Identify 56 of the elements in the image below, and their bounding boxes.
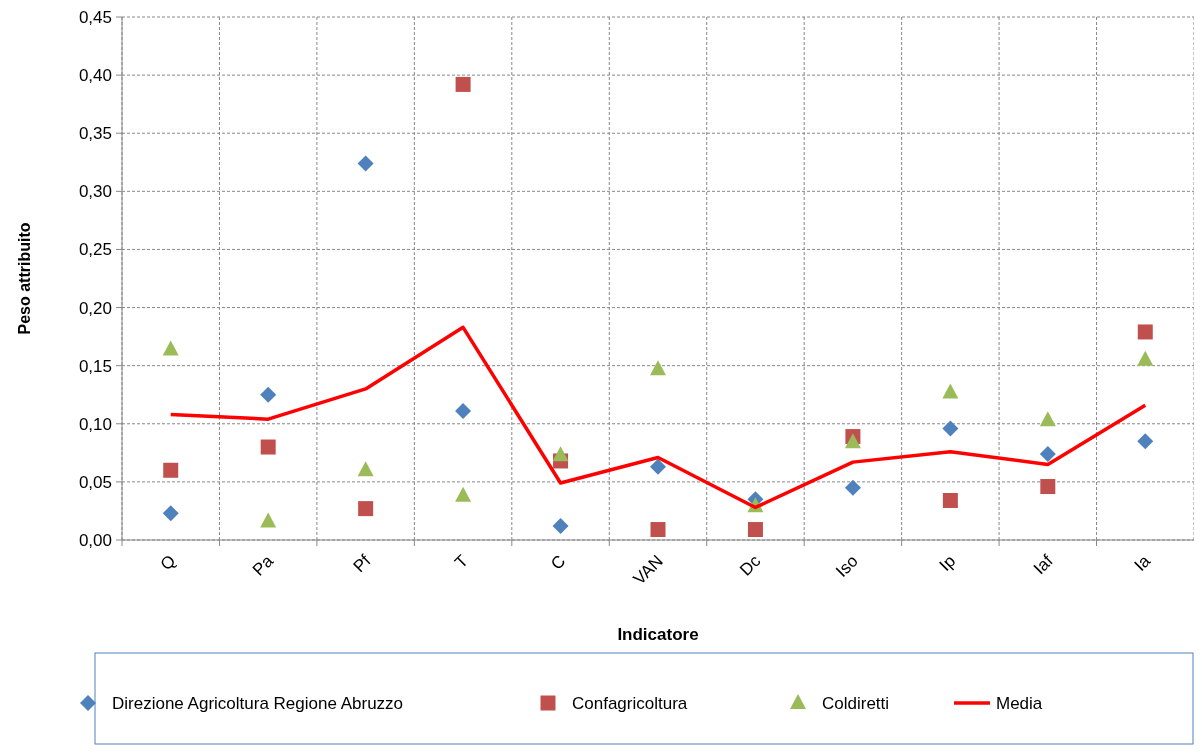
y-tick-label: 0,30 <box>78 182 112 202</box>
point <box>455 402 472 419</box>
point <box>1039 411 1056 427</box>
y-tick-label: 0,35 <box>78 124 112 144</box>
point <box>650 360 666 376</box>
point <box>1137 324 1153 340</box>
point <box>844 479 861 496</box>
point <box>650 458 666 475</box>
legend-label: Direzione Agricoltura Regione Abruzzo <box>112 694 404 713</box>
point <box>747 522 763 538</box>
x-tick-label: VAN <box>629 551 667 589</box>
point <box>942 492 958 508</box>
x-axis-title: Indicatore <box>617 625 699 644</box>
x-tick-label: C <box>547 551 570 574</box>
legend-label: Media <box>996 694 1043 713</box>
x-tick-label: Dc <box>736 551 765 580</box>
x-tick-label: Pa <box>248 551 278 580</box>
point <box>942 383 959 399</box>
point <box>1039 446 1056 462</box>
x-tick-label: Ip <box>935 551 960 575</box>
point <box>942 420 959 437</box>
y-tick-label: 0,00 <box>78 530 112 550</box>
point <box>455 76 471 92</box>
point <box>260 386 277 403</box>
point <box>1137 350 1154 366</box>
point <box>844 433 861 449</box>
point <box>260 512 277 528</box>
x-tick-label: Iaf <box>1029 551 1057 579</box>
point <box>1137 433 1154 450</box>
y-tick-label: 0,10 <box>78 414 112 434</box>
point <box>163 462 179 478</box>
point <box>552 518 569 535</box>
y-tick-label: 0,40 <box>78 66 112 86</box>
y-tick-label: 0,20 <box>78 298 112 318</box>
point <box>1040 479 1056 495</box>
point <box>162 340 179 356</box>
x-tick-label: Pf <box>349 551 375 577</box>
y-tick-label: 0,15 <box>78 356 112 376</box>
point <box>260 439 276 455</box>
point <box>357 155 374 172</box>
y-axis-title: Peso attribuito <box>16 222 33 335</box>
x-tick-label: Ia <box>1130 551 1155 575</box>
point <box>357 461 374 477</box>
legend-label: Confagricoltura <box>572 694 688 713</box>
point <box>552 446 569 462</box>
x-tick-label: Q <box>156 551 180 575</box>
x-tick-label: T <box>451 551 472 573</box>
y-tick-label: 0,25 <box>78 240 112 260</box>
y-tick-label: 0,05 <box>78 472 112 492</box>
point <box>358 501 374 517</box>
point <box>650 522 666 538</box>
point <box>455 486 472 502</box>
legend-label: Coldiretti <box>822 694 890 713</box>
point <box>162 505 179 522</box>
x-tick-label: Iso <box>832 551 862 581</box>
y-tick-label: 0,45 <box>78 7 112 27</box>
